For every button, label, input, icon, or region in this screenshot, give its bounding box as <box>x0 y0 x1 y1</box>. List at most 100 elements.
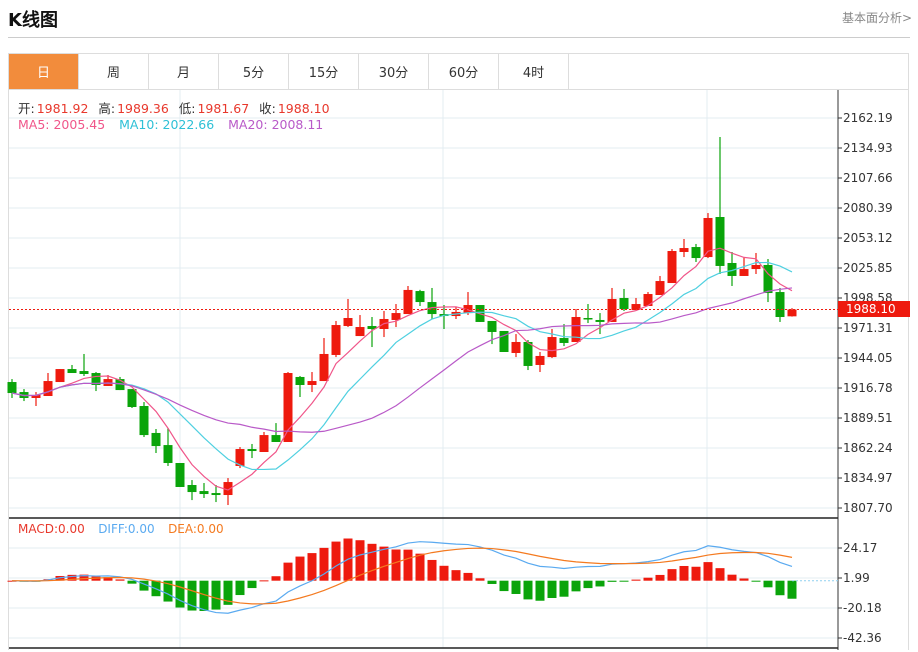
close-value: 1988.10 <box>277 101 330 116</box>
price-axis-label: 1807.70 <box>843 501 893 515</box>
macd-bar <box>511 580 521 594</box>
candle-up <box>55 369 65 383</box>
tab-day[interactable]: 日 <box>9 54 79 89</box>
ma20-line <box>11 287 793 433</box>
macd-bar <box>523 580 533 600</box>
candle-down <box>151 432 161 447</box>
macd-bar <box>679 565 689 581</box>
candle-down <box>67 369 77 374</box>
open-value: 1981.92 <box>36 101 89 116</box>
macd-bar <box>439 565 449 581</box>
price-axis-label: 2134.93 <box>843 141 893 155</box>
candle-down <box>247 449 257 452</box>
candle-up <box>343 318 353 327</box>
macd-bar <box>763 580 773 588</box>
macd-bar <box>79 574 89 581</box>
macd-bar <box>379 546 389 581</box>
macd-bar <box>67 574 77 581</box>
tab-4hour[interactable]: 4时 <box>499 54 569 89</box>
candle-down <box>139 406 149 436</box>
macd-bar <box>643 577 653 581</box>
candle-up <box>655 281 665 296</box>
diff-value: DIFF:0.00 <box>98 522 155 536</box>
candle-up <box>511 341 521 353</box>
macd-bar <box>559 580 569 597</box>
price-axis-label: 2162.19 <box>843 111 893 125</box>
macd-bar <box>451 570 461 581</box>
macd-bar <box>619 580 629 582</box>
tab-week[interactable]: 周 <box>79 54 149 89</box>
macd-bar <box>403 549 413 581</box>
macd-bar <box>175 580 185 608</box>
candle-up <box>571 317 581 342</box>
tab-month[interactable]: 月 <box>149 54 219 89</box>
divider <box>8 37 910 38</box>
price-axis-label: 1862.24 <box>843 441 893 455</box>
candle-down <box>199 491 209 495</box>
page-title: K线图 <box>8 10 58 31</box>
macd-bar <box>103 577 113 581</box>
candle-down <box>367 326 377 330</box>
candle-down <box>7 382 17 394</box>
macd-bar <box>499 580 509 592</box>
candle-up <box>739 269 749 276</box>
candle-up <box>319 353 329 382</box>
macd-bar <box>199 580 209 611</box>
macd-bar <box>211 580 221 610</box>
last-price-tag: 1988.10 <box>838 301 910 317</box>
macd-bar <box>127 580 137 584</box>
macd-axis-label: -20.18 <box>843 600 882 615</box>
macd-bar <box>475 578 485 581</box>
candle-up <box>631 304 641 310</box>
ma-info: MA5: 2005.45 MA10: 2022.66 MA20: 2008.11 <box>18 117 325 132</box>
macd-bar <box>247 580 257 589</box>
price-axis-label: 2080.39 <box>843 201 893 215</box>
price-axis-label: 1889.51 <box>843 411 893 425</box>
dea-value: DEA:0.00 <box>168 522 224 536</box>
macd-axis-label: 24.17 <box>843 541 878 555</box>
fundamental-analysis-link[interactable]: 基本面分析> <box>841 11 912 25</box>
candle-up <box>607 298 617 322</box>
macd-bar <box>415 553 425 581</box>
candle-down <box>175 463 185 487</box>
tab-60min[interactable]: 60分 <box>429 54 499 89</box>
macd-bar <box>355 540 365 581</box>
macd-bar <box>703 562 713 581</box>
price-axis-label: 2107.66 <box>843 171 893 185</box>
dea-line <box>11 547 793 605</box>
macd-bar <box>775 580 785 596</box>
candle-up <box>667 250 677 284</box>
candle-up <box>463 305 473 314</box>
chart-area[interactable] <box>8 90 909 650</box>
candle-down <box>775 292 785 318</box>
macd-bar <box>727 574 737 581</box>
tab-5min[interactable]: 5分 <box>219 54 289 89</box>
tab-30min[interactable]: 30分 <box>359 54 429 89</box>
tab-15min[interactable]: 15分 <box>289 54 359 89</box>
macd-bar <box>259 580 269 582</box>
ma10-line <box>11 261 793 471</box>
macd-bar <box>607 580 617 582</box>
candle-up <box>751 264 761 270</box>
high-label: 高: <box>98 101 116 116</box>
macd-bar <box>367 543 377 581</box>
candle-down <box>211 493 221 496</box>
macd-bar <box>331 541 341 581</box>
price-axis-label: 2025.85 <box>843 261 893 275</box>
candle-down <box>271 435 281 442</box>
high-value: 1989.36 <box>117 101 169 116</box>
low-value: 1981.67 <box>197 101 250 116</box>
candle-down <box>595 319 605 322</box>
candle-down <box>499 330 509 352</box>
open-label: 开: <box>18 101 35 116</box>
candle-up <box>787 309 797 317</box>
candle-down <box>187 485 197 493</box>
candle-down <box>583 318 593 320</box>
macd-bar <box>295 556 305 581</box>
macd-axis-label: 1.99 <box>843 571 870 585</box>
macd-bar <box>319 547 329 581</box>
candle-down <box>91 373 101 386</box>
candle-down <box>127 389 137 408</box>
candle-up <box>391 313 401 320</box>
